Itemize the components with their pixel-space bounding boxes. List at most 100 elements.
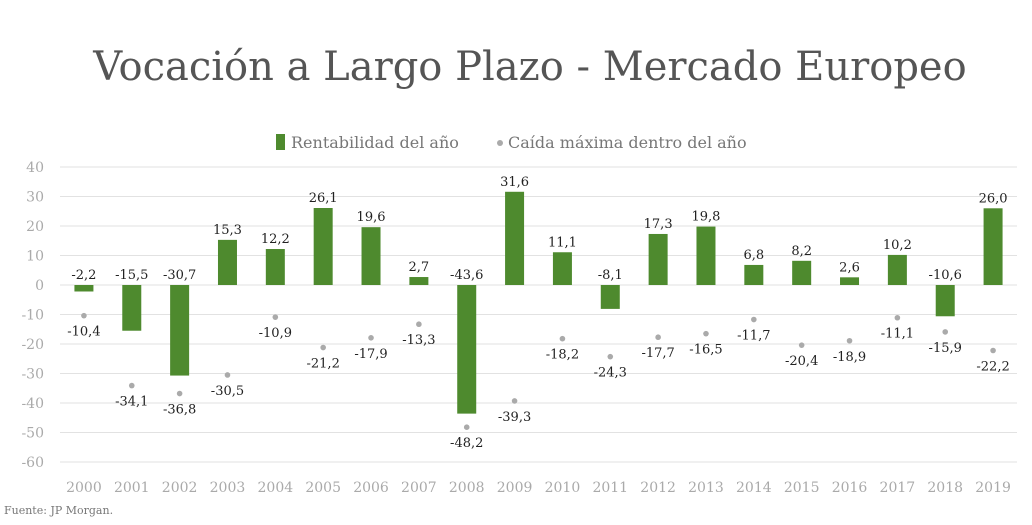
x-tick-label: 2011 [592,480,628,496]
bar [409,277,429,285]
bar [505,191,525,285]
y-tick-label: -50 [21,426,44,442]
x-tick-label: 2007 [401,480,437,496]
bar-data-label: 10,2 [883,238,912,253]
drawdown-data-label: -30,5 [211,384,244,399]
bar-data-label: -15,5 [115,268,148,283]
x-tick-label: 2013 [688,480,724,496]
drawdown-point [176,390,183,397]
drawdown-point [846,337,853,344]
drawdown-data-label: -18,2 [546,348,579,363]
drawdown-data-label: -36,8 [163,403,196,418]
bar [792,260,812,285]
bar [265,249,285,285]
drawdown-data-label: -20,4 [785,354,818,369]
drawdown-point [942,329,949,335]
x-tick-label: 2010 [545,480,581,496]
drawdown-point [607,353,614,360]
bar [887,254,907,285]
bar-data-label: 26,1 [309,191,338,206]
bar-data-label: 6,8 [743,248,764,263]
drawdown-data-label: -15,9 [929,341,962,356]
drawdown-data-label: -16,5 [689,343,722,358]
bar [696,226,716,285]
x-tick-label: 2009 [497,480,533,496]
x-tick-label: 2008 [449,480,485,496]
drawdown-point [128,382,135,389]
x-tick-label: 2000 [66,480,102,496]
y-tick-label: -40 [21,396,44,412]
x-tick-label: 2018 [927,480,963,496]
bar-data-label: 2,7 [409,260,430,275]
drawdown-data-label: -24,3 [594,366,627,381]
drawdown-point [81,312,87,319]
drawdown-point [990,347,996,354]
drawdown-point [320,344,326,351]
source-note: Fuente: JP Morgan. [4,504,113,517]
x-tick-label: 2016 [832,480,868,496]
bar-data-label: -2,2 [71,268,96,283]
drawdown-point [655,334,661,341]
x-tick-label: 2006 [353,480,389,496]
drawdown-point [272,314,279,320]
legend-label-dot: Caída máxima dentro del año [508,133,747,152]
y-tick-label: -30 [21,367,44,383]
drawdown-data-label: -39,3 [498,410,531,425]
drawdown-data-label: -17,7 [641,346,674,361]
bar-data-label: 12,2 [261,232,290,247]
x-tick-label: 2019 [975,480,1011,496]
bar-data-label: 19,8 [691,210,720,225]
bar [744,264,764,285]
x-tick-label: 2002 [162,480,198,496]
y-tick-label: 10 [26,249,44,265]
bar [313,208,333,285]
y-tick-label: -60 [21,455,44,471]
bar [74,285,94,292]
drawdown-point [224,372,231,378]
bar [361,227,381,285]
bar [935,285,955,317]
bar-data-label: 8,2 [791,244,812,259]
drawdown-point [368,335,374,341]
legend-dot-swatch [497,140,503,146]
bar-data-label: 19,6 [357,210,386,225]
x-tick-label: 2017 [880,480,916,496]
bar [122,285,142,331]
bar-data-label: 17,3 [644,217,673,232]
drawdown-data-label: -18,9 [833,350,866,365]
x-tick-label: 2001 [114,480,150,496]
x-tick-label: 2004 [258,480,294,496]
bar-data-label: 31,6 [500,175,529,190]
legend-label-bar: Rentabilidad del año [291,133,459,152]
y-tick-label: 20 [26,219,44,235]
bar-data-label: 26,0 [979,191,1008,206]
bar [170,285,190,376]
y-tick-label: 30 [26,190,44,206]
drawdown-data-label: -11,7 [737,329,770,344]
drawdown-point [703,330,709,337]
drawdown-data-label: -21,2 [307,357,340,372]
drawdown-point [463,424,470,430]
drawdown-point [798,342,805,348]
bar-data-label: 2,6 [839,260,860,275]
bar [457,285,477,414]
x-tick-label: 2015 [784,480,820,496]
legend-bar-swatch [276,134,285,150]
drawdown-point [559,335,566,342]
drawdown-point [416,321,422,328]
bar [983,208,1003,285]
drawdown-data-label: -22,2 [976,359,1009,374]
bar-data-label: 11,1 [548,235,577,250]
bar-data-label: -10,6 [929,268,962,283]
drawdown-data-label: -10,9 [259,326,292,341]
y-tick-label: -10 [21,308,44,324]
drawdown-data-label: -13,3 [402,333,435,348]
drawdown-data-label: -17,9 [354,347,387,362]
y-tick-label: -20 [21,337,44,353]
legend: Rentabilidad del año Caída máxima dentro… [276,133,747,152]
drawdown-data-label: -10,4 [67,325,100,340]
drawdown-point [751,316,757,323]
drawdown-data-label: -11,1 [881,327,914,342]
chart-title: Vocación a Largo Plazo - Mercado Europeo [92,44,966,90]
